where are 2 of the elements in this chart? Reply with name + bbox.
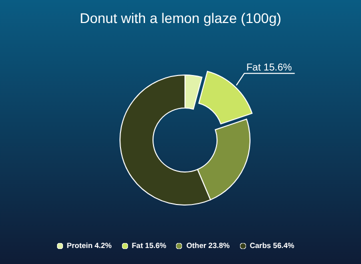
- data-label: Fat 15.6%: [246, 62, 292, 74]
- chart-title: Donut with a lemon glaze (100g): [78, 10, 282, 26]
